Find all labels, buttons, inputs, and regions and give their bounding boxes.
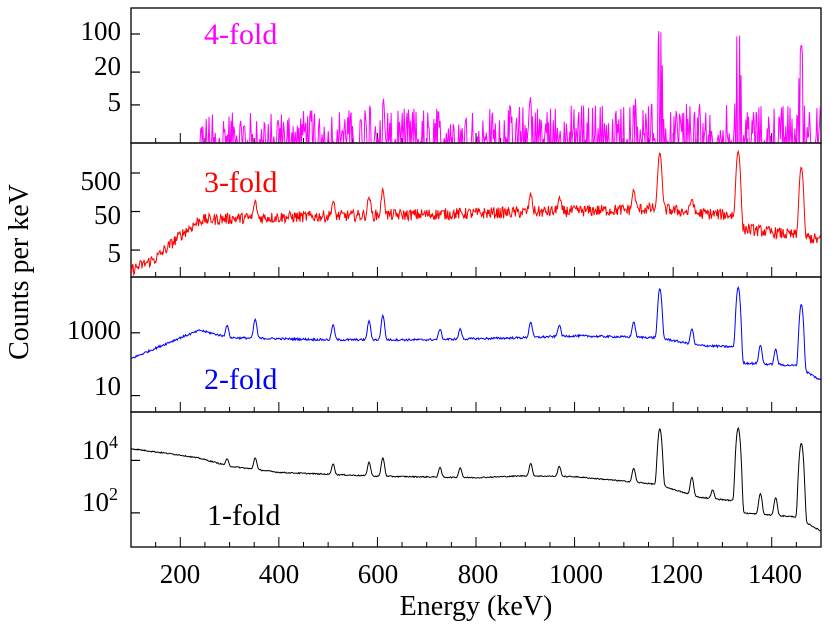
y-tick-label: 10	[94, 371, 121, 401]
x-tick-label: 800	[458, 559, 499, 589]
x-tick-label: 1200	[649, 559, 703, 589]
series-line-1-fold	[130, 426, 821, 532]
panel-label-4fold: 4-fold	[204, 18, 277, 51]
x-axis-label: Energy (keV)	[400, 591, 553, 622]
panel-label-1fold: 1-fold	[207, 499, 280, 532]
x-tick-label: 600	[358, 559, 399, 589]
y-tick-label: 500	[81, 166, 122, 196]
y-tick-label: 50	[94, 200, 121, 230]
y-tick-label: 104	[82, 432, 118, 465]
x-tick-label: 200	[160, 559, 201, 589]
panel-label-2fold: 2-fold	[204, 363, 277, 396]
y-tick-label: 102	[82, 484, 118, 517]
x-tick-labels: 200 400 600 800 1000 1200 1400	[160, 559, 802, 589]
panels	[130, 7, 822, 548]
x-tick-label: 1400	[748, 559, 802, 589]
y-tick-label: 100	[81, 16, 122, 46]
y-axis-label: Counts per keV	[4, 184, 35, 360]
x-tick-label: 1000	[549, 559, 603, 589]
y-tick-label: 5	[108, 238, 122, 268]
y-tick-labels: 100 20 5 500 50 5 1000 10	[67, 16, 121, 401]
y-tick-label: 20	[94, 51, 121, 81]
series-line-4-fold	[199, 30, 821, 145]
panel-label-3fold: 3-fold	[204, 166, 277, 199]
x-tick-label: 400	[259, 559, 300, 589]
y-tick-label: 5	[108, 87, 122, 117]
y-tick-label: 1000	[67, 315, 121, 345]
series-line-3-fold	[130, 149, 821, 277]
panel-1-fold	[130, 411, 822, 548]
panel-3-fold	[130, 142, 822, 278]
series-line-2-fold	[130, 285, 821, 381]
y-tick-labels-1fold: 104 102	[82, 432, 118, 517]
